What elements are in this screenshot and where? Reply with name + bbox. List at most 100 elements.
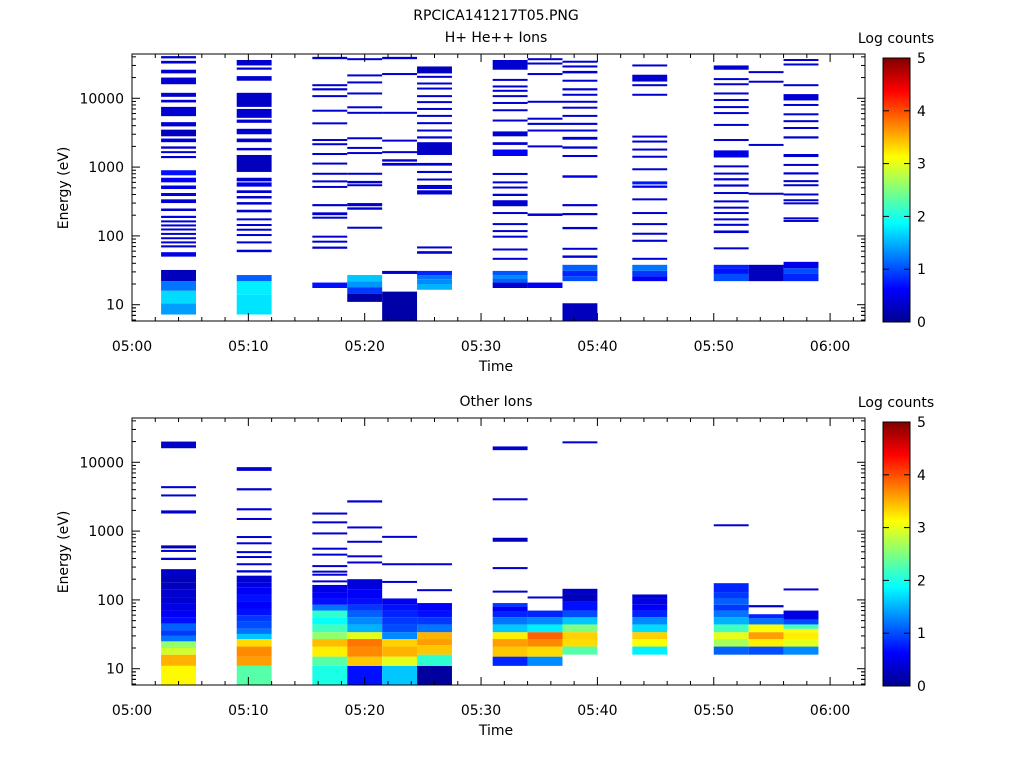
spectrogram-cell — [236, 177, 272, 182]
spectrogram-cell — [492, 446, 528, 451]
spectrogram-cell — [713, 646, 749, 655]
spectrogram-cell — [783, 632, 819, 640]
spectrogram-cell — [713, 123, 749, 126]
spectrogram-cell — [347, 589, 383, 599]
spectrogram-cell — [312, 84, 348, 87]
spectrogram-cell — [527, 656, 563, 666]
spectrogram-cell — [783, 172, 819, 175]
colorbar-label: Log counts — [858, 395, 934, 411]
spectrogram-cell — [161, 617, 196, 624]
spectrogram-cell — [417, 275, 452, 280]
spectrogram-cell — [382, 535, 418, 538]
spectrogram-cell — [783, 646, 819, 655]
spectrogram-cell — [236, 467, 272, 471]
y-axis-label: Energy (eV) — [56, 147, 72, 230]
colorbar-ticks: 0 1 2 3 4 5 — [883, 415, 926, 695]
spectrogram-cell — [492, 212, 528, 215]
spectrogram-cell — [417, 162, 452, 166]
spectrogram-cell — [632, 276, 668, 282]
spectrogram-cell — [347, 293, 383, 302]
spectrogram-cell — [382, 563, 418, 566]
spectrogram-cell — [417, 142, 452, 155]
spectrogram-cell — [161, 99, 196, 103]
x-tick-label: 05:00 — [112, 339, 152, 355]
spectrogram-cell — [713, 230, 749, 234]
spectrogram-cell — [347, 81, 383, 84]
spectrogram-cell — [236, 633, 272, 640]
spectrogram-cell — [382, 291, 418, 321]
spectrogram-cell — [562, 610, 598, 618]
spectrogram-cell — [312, 109, 348, 112]
spectrogram-cell — [713, 524, 749, 527]
spectrogram-cell — [527, 624, 563, 633]
plot-area — [161, 56, 819, 321]
spectrogram-cell — [161, 69, 196, 74]
spectrogram-cell — [417, 170, 452, 174]
spectrogram-cell — [312, 565, 348, 568]
spectrogram-cell — [562, 93, 598, 96]
spectrogram-cell — [632, 617, 668, 625]
spectrogram-cell — [632, 639, 668, 647]
spectrogram-cell — [161, 146, 196, 149]
spectrogram-cell — [312, 521, 348, 524]
spectrogram-cell — [562, 114, 598, 117]
spectrogram-cell — [382, 646, 418, 657]
spectrogram-cell — [527, 617, 563, 625]
spectrogram-cell — [347, 555, 383, 558]
spectrogram-cell — [161, 129, 196, 137]
spectrogram-cell — [236, 119, 272, 123]
spectrogram-cell — [713, 83, 749, 86]
spectrogram-cell — [417, 190, 452, 195]
spectrogram-cell — [382, 610, 418, 618]
spectrogram-cell — [161, 122, 196, 127]
spectrogram-cell — [713, 150, 749, 158]
spectrogram-cell — [748, 143, 784, 146]
spectrogram-cell — [562, 100, 598, 103]
spectrogram-cell — [161, 245, 196, 248]
spectrogram-cell — [161, 106, 196, 117]
spectrogram-cell — [492, 611, 528, 618]
y-tick-label: 10000 — [79, 91, 124, 107]
spectrogram-cell — [492, 257, 528, 260]
spectrogram-cell — [236, 508, 272, 511]
spectrogram-cell — [713, 200, 749, 203]
spectrogram-cell — [312, 512, 348, 515]
spectrogram-cell — [312, 624, 348, 633]
spectrogram-cell — [161, 575, 196, 583]
spectrogram-cell — [236, 196, 272, 199]
spectrogram-cell — [161, 151, 196, 154]
y-axis-ticks: 10 100 1000 10000 — [79, 56, 865, 321]
spectrogram-cell — [562, 639, 598, 647]
spectrogram-cell — [527, 73, 563, 76]
spectrogram-cell — [492, 617, 528, 625]
spectrogram-cell — [632, 84, 668, 87]
spectrogram-cell — [382, 111, 418, 114]
spectrogram-cell — [562, 601, 598, 611]
spectrogram-cell — [562, 588, 598, 595]
spectrogram-cell — [527, 282, 563, 288]
spectrogram-cell — [492, 639, 528, 647]
spectrogram-cell — [417, 654, 452, 666]
colorbar-tick-label: 2 — [917, 209, 926, 225]
spectrogram-cell — [382, 580, 418, 583]
spectrogram-cell — [492, 275, 528, 279]
spectrogram-cell — [236, 147, 272, 151]
spectrogram-cell — [312, 598, 348, 605]
spectrogram-cell — [748, 646, 784, 655]
spectrogram-cell — [236, 138, 272, 143]
spectrogram-cell — [562, 264, 598, 271]
x-axis-label: Time — [478, 359, 513, 375]
spectrogram-cell — [161, 557, 196, 561]
spectrogram-cell — [382, 604, 418, 611]
spectrogram-cell — [161, 623, 196, 631]
spectrogram-cell — [236, 249, 272, 253]
spectrogram-cell — [161, 193, 196, 197]
spectrogram-cell — [492, 282, 528, 288]
spectrogram-cell — [236, 228, 272, 231]
spectrogram-cell — [748, 618, 784, 625]
spectrogram-cell — [161, 269, 196, 282]
spectrogram-cell — [417, 101, 452, 104]
spectrogram-cell — [312, 282, 348, 288]
spectrogram-cell — [713, 112, 749, 115]
spectrogram-cell — [632, 610, 668, 618]
